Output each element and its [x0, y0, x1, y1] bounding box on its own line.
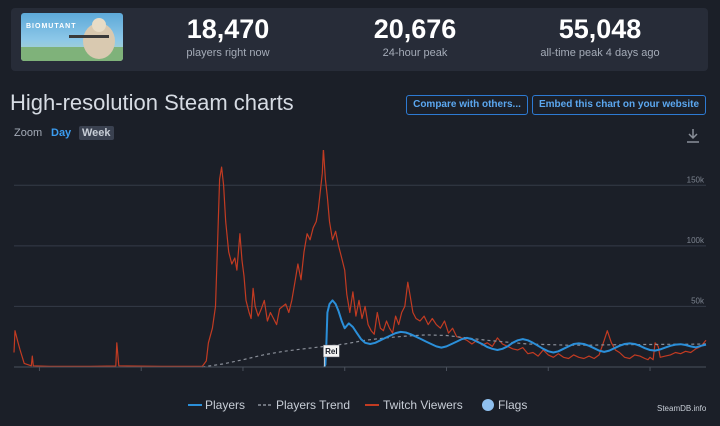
series-line-players-trend: [202, 334, 707, 368]
y-tick-label: 50k: [691, 296, 705, 305]
stat-value: 20,676: [373, 14, 457, 44]
stat-all-time-peak: 55,048 all-time peak 4 days ago: [515, 12, 685, 60]
zoom-week-button[interactable]: Week: [79, 126, 114, 140]
chart-axes: 50k 100k 150k 23. May 24. May 25. May 26. May 2…: [14, 175, 706, 375]
download-icon[interactable]: [686, 128, 700, 144]
stat-label: 24-hour peak: [382, 47, 448, 59]
page-title: High-resolution Steam charts: [10, 90, 294, 115]
legend-players[interactable]: Players: [205, 398, 246, 412]
series-line-players: [323, 299, 707, 368]
players-chart: Rel 50k 100k 150k 23. May 24. May 25. May 26. …: [13, 150, 707, 375]
x-tick-label: 28. May: [534, 374, 562, 375]
stat-players-now: 18,470 players right now: [143, 12, 313, 60]
stat-label: players right now: [186, 47, 270, 59]
compare-button[interactable]: Compare with others...: [406, 95, 528, 115]
legend-flags-swatch: [482, 399, 494, 411]
x-tick-label: 24. May: [127, 374, 155, 375]
flag-label: Rel: [325, 347, 337, 356]
game-header-image[interactable]: BIOMUTANT: [21, 13, 123, 61]
x-tick-label: 25. May: [229, 374, 257, 375]
legend-twitch-swatch: [365, 404, 379, 406]
legend-players-swatch: [188, 404, 202, 406]
steamdb-credit[interactable]: SteamDB.info: [657, 404, 707, 413]
stat-value: 18,470: [186, 14, 270, 44]
stats-panel: BIOMUTANT 18,470 players right now 20,67…: [11, 8, 708, 71]
chart-gridlines: [14, 184, 706, 307]
zoom-label: Zoom: [14, 127, 43, 139]
series-line-twitch-viewers: [13, 150, 707, 367]
x-tick-label: 26. May: [331, 374, 359, 375]
legend-twitch-viewers[interactable]: Twitch Viewers: [383, 398, 463, 412]
x-tick-label: 29. May: [636, 374, 664, 375]
legend-players-trend[interactable]: Players Trend: [276, 398, 351, 412]
legend-trend-swatch: [258, 404, 272, 406]
chart-plot-area: Rel: [13, 150, 707, 368]
y-tick-label: 150k: [687, 175, 705, 184]
zoom-day-button[interactable]: Day: [51, 127, 72, 139]
stat-label: all-time peak 4 days ago: [540, 47, 660, 59]
embed-chart-button[interactable]: Embed this chart on your website: [532, 95, 706, 115]
flag-box: [323, 344, 340, 358]
stat-24h-peak: 20,676 24-hour peak: [330, 12, 500, 60]
game-logo: BIOMUTANT: [26, 23, 77, 30]
legend-flags[interactable]: Flags: [498, 398, 528, 412]
y-tick-label: 100k: [687, 236, 705, 245]
stat-value: 55,048: [558, 14, 642, 44]
x-tick-label: 27. May: [432, 374, 460, 375]
game-art-graphic: [21, 18, 123, 61]
x-tick-label: 23. May: [25, 374, 53, 375]
